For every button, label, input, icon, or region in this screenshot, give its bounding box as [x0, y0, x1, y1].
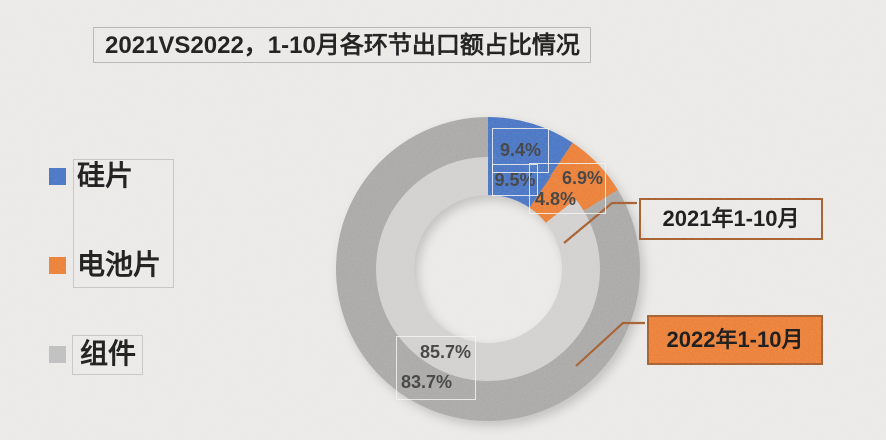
data-label-cell-2021: 4.8% — [535, 189, 577, 209]
data-label-module-2022: 83.7% — [401, 372, 453, 392]
data-label-module-2021: 85.7% — [419, 342, 471, 362]
callout-2021: 2021年1-10月 — [639, 198, 823, 240]
callout-2022: 2022年1-10月 — [647, 315, 823, 365]
data-label-cell-group: 6.9% 4.8% — [529, 163, 606, 214]
data-label-module-group: 85.7% 83.7% — [396, 336, 476, 400]
data-label-cell-2022: 6.9% — [561, 168, 603, 188]
